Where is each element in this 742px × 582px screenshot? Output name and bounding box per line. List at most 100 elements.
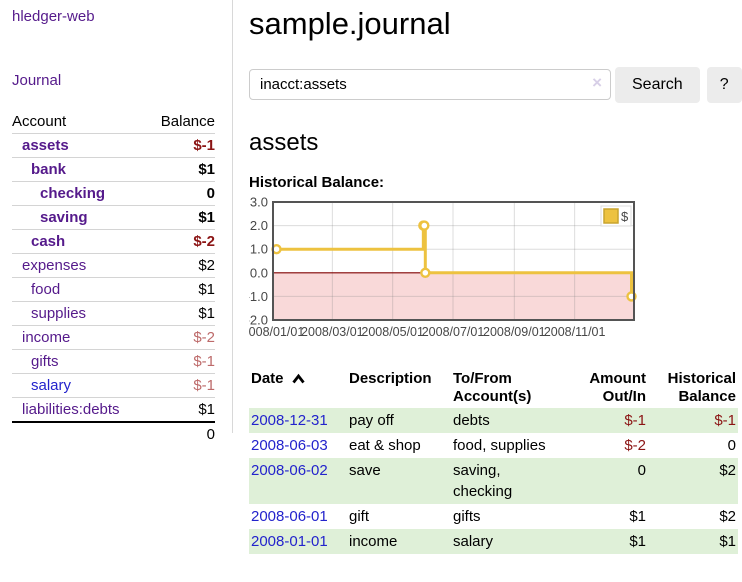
- app-layout: hledger-web Journal Account Balance asse…: [12, 0, 742, 554]
- account-balance: 0: [146, 181, 215, 206]
- svg-text:2008/11/01: 2008/11/01: [544, 325, 606, 339]
- register-header-label: Account(s): [453, 387, 532, 405]
- register-accounts-cell: salary: [453, 532, 494, 550]
- account-row: salary $-1: [12, 373, 215, 398]
- account-cell: cash: [12, 229, 147, 254]
- accounts-total-spacer: [12, 421, 147, 446]
- register-header-row: Date Description To/From Account(s) Amount Ou…: [249, 368, 738, 408]
- account-link-assets[interactable]: assets: [22, 137, 69, 154]
- account-link-income[interactable]: income: [22, 329, 71, 346]
- account-link-saving[interactable]: saving: [40, 209, 88, 226]
- register-header-balance: Historical Balance: [648, 368, 738, 408]
- help-button[interactable]: ?: [706, 66, 742, 103]
- account-cell: liabilities:debts: [12, 397, 147, 423]
- register-amount-cell: $1: [629, 507, 646, 525]
- svg-text:3.0: 3.0: [250, 197, 268, 210]
- account-link-expenses[interactable]: expenses: [22, 257, 87, 274]
- account-link-liabilities-debts[interactable]: liabilities:debts: [22, 401, 120, 418]
- svg-text:-2.0: -2.0: [249, 312, 268, 327]
- data-point-marker: [420, 267, 431, 278]
- register-row: 2008-01-01 income salary $1 $1: [249, 528, 738, 554]
- register-row: 2008-06-01 gift gifts $1 $2: [249, 504, 738, 529]
- clear-search-icon[interactable]: ×: [592, 73, 602, 93]
- register-balance-cell: $1: [719, 532, 736, 550]
- svg-text:2.0: 2.0: [250, 218, 268, 233]
- search-button[interactable]: Search: [615, 66, 700, 103]
- account-link-gifts[interactable]: gifts: [31, 353, 59, 370]
- accounts-total-row: 0: [12, 421, 215, 446]
- register-date-cell: 2008-01-01: [249, 529, 347, 554]
- register-accounts-cell: debts: [453, 411, 490, 429]
- register-date-cell: 2008-12-31: [249, 408, 347, 433]
- main-content: sample.journal × Search ? assets Histori…: [233, 0, 742, 554]
- register-table: Date Description To/From Account(s) Amount Ou…: [249, 368, 738, 554]
- chart-title: Historical Balance:: [249, 173, 385, 191]
- register-header-label: Balance: [678, 387, 736, 405]
- account-link-supplies[interactable]: supplies: [31, 305, 87, 322]
- account-row: saving $1: [12, 205, 215, 230]
- register-accounts-cell: food, supplies: [453, 436, 546, 454]
- register-description-cell: save: [349, 461, 381, 479]
- register-row: 2008-06-02 save saving, checking 0 $2: [249, 457, 738, 504]
- transaction-date-link[interactable]: 2008-01-01: [251, 532, 328, 550]
- transaction-date-link[interactable]: 2008-06-01: [251, 507, 328, 525]
- register-amount-cell: $-2: [624, 436, 646, 454]
- svg-text:2008/03/01: 2008/03/01: [301, 325, 364, 339]
- svg-text:2008/01/01: 2008/01/01: [249, 325, 304, 339]
- account-row: liabilities:debts $1: [12, 397, 215, 423]
- register-header-label: Historical: [667, 369, 736, 387]
- account-link-checking[interactable]: checking: [40, 185, 106, 202]
- account-balance: $-1: [146, 133, 215, 158]
- accounts-header-account: Account: [12, 110, 147, 134]
- brand-link[interactable]: hledger-web: [12, 8, 95, 25]
- legend-swatch: [603, 207, 619, 224]
- search-input[interactable]: [249, 69, 611, 101]
- account-link-salary[interactable]: salary: [31, 377, 72, 394]
- account-cell: salary: [12, 373, 147, 398]
- account-row: expenses $2: [12, 253, 215, 278]
- register-row: 2008-06-03 eat & shop food, supplies $-2 0: [249, 433, 738, 458]
- account-balance: $1: [146, 205, 215, 230]
- balance-chart-svg: 3.0 2.0 1.0 0.0 -1.0 -2.02008/01/012008/03/01…: [242, 194, 637, 339]
- register-balance-cell: 0: [727, 436, 736, 454]
- account-link-food[interactable]: food: [31, 281, 61, 298]
- register-balance-cell: $2: [719, 461, 736, 479]
- account-balance: $-2: [146, 229, 215, 254]
- register-amount-cell: $-1: [624, 411, 646, 429]
- account-row: assets $-1: [12, 133, 215, 158]
- nav-journal-link[interactable]: Journal: [12, 72, 62, 89]
- account-row: income $-2: [12, 325, 215, 350]
- account-link-cash[interactable]: cash: [31, 233, 66, 250]
- account-cell: assets: [12, 133, 147, 158]
- accounts-table: Account Balance assets $-1 bank $1 checking 0…: [12, 110, 215, 446]
- account-balance: $-2: [146, 325, 215, 350]
- account-cell: expenses: [12, 253, 147, 278]
- account-cell: food: [12, 277, 147, 302]
- register-amount-cell: 0: [637, 461, 646, 479]
- register-date-cell: 2008-06-02: [249, 458, 347, 504]
- transaction-date-link[interactable]: 2008-12-31: [251, 411, 328, 429]
- register-description-cell: income: [349, 532, 398, 550]
- register-accounts-cell: gifts: [453, 507, 481, 525]
- transaction-date-link[interactable]: 2008-06-03: [251, 436, 328, 454]
- register-header-label: Date: [251, 369, 284, 387]
- register-header-accounts: To/From Account(s): [451, 368, 563, 408]
- transaction-date-link[interactable]: 2008-06-02: [251, 461, 328, 479]
- search-input-wrap: ×: [249, 69, 611, 101]
- accounts-header-balance: Balance: [146, 110, 215, 134]
- account-balance: $1: [146, 301, 215, 326]
- svg-text:2008/05/01: 2008/05/01: [361, 325, 424, 339]
- account-cell: supplies: [12, 301, 147, 326]
- accounts-total-value: 0: [146, 421, 215, 446]
- register-balance-cell: $-1: [714, 411, 736, 429]
- historical-balance-chart: 3.0 2.0 1.0 0.0 -1.0 -2.02008/01/012008/03/01…: [242, 194, 742, 348]
- account-cell: income: [12, 325, 147, 350]
- register-description-cell: eat & shop: [349, 436, 421, 454]
- account-balance: $-1: [146, 349, 215, 374]
- account-balance: $1: [146, 397, 215, 423]
- account-cell: gifts: [12, 349, 147, 374]
- account-link-bank[interactable]: bank: [31, 161, 67, 178]
- register-header-label: Amount: [589, 369, 646, 387]
- svg-text:-1.0: -1.0: [249, 289, 268, 304]
- register-header-date[interactable]: Date: [249, 368, 347, 408]
